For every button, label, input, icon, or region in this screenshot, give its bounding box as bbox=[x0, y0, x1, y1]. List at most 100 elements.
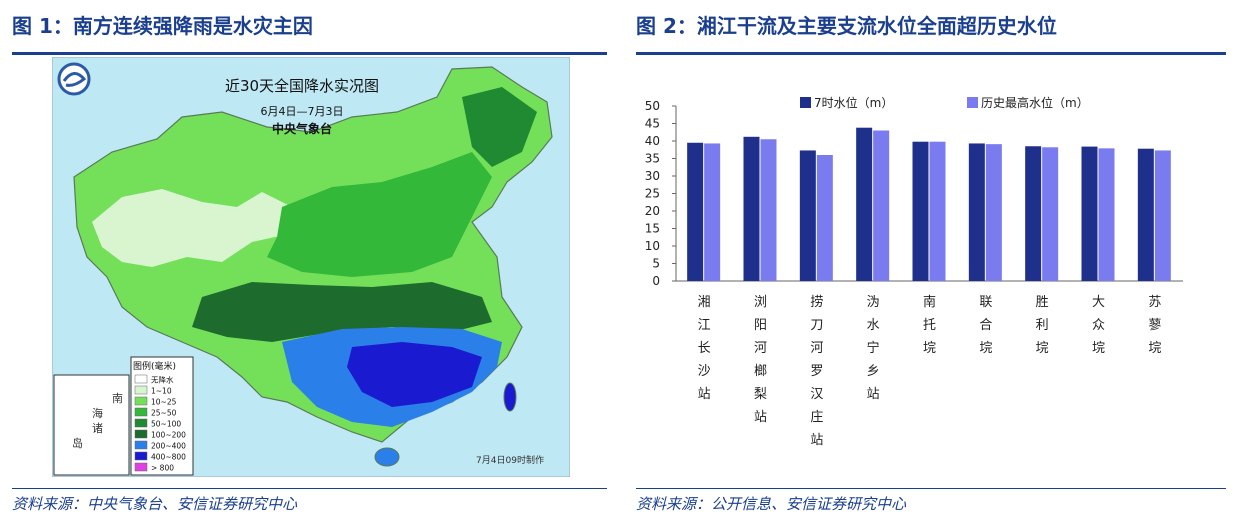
legend-label: 100~200 bbox=[151, 431, 186, 440]
x-category-label: 垸 bbox=[1036, 341, 1049, 356]
legend-swatch bbox=[134, 418, 148, 428]
precipitation-map: 近30天全国降水实况图 6月4日—7月3日 中央气象台 南 海 诸 岛 图例(毫… bbox=[51, 56, 571, 478]
legend-swatch bbox=[134, 407, 148, 417]
x-category-label: 南 bbox=[923, 294, 936, 310]
chart-legend-swatch bbox=[967, 97, 978, 108]
y-tick-label: 15 bbox=[645, 222, 660, 236]
figure-2-top-rule bbox=[636, 52, 1226, 55]
x-category-label: 大 bbox=[1092, 295, 1105, 310]
south-extreme-region bbox=[347, 342, 482, 407]
y-tick-label: 50 bbox=[645, 99, 660, 113]
figure-2-bottom-rule bbox=[636, 488, 1226, 489]
figure-1-top-rule bbox=[12, 52, 607, 55]
legend-label: > 800 bbox=[151, 464, 174, 473]
low-precip-region bbox=[92, 189, 292, 267]
bar-historic-max bbox=[704, 143, 721, 281]
bar-7am-level bbox=[743, 136, 760, 281]
figure-1-title: 图 1：南方连续强降雨是水灾主因 bbox=[12, 14, 313, 38]
y-tick-label: 40 bbox=[645, 134, 660, 148]
x-category-label: 利 bbox=[1036, 318, 1049, 333]
chart-legend-swatch bbox=[800, 97, 811, 108]
y-tick-label: 0 bbox=[652, 274, 660, 288]
x-category-label: 垸 bbox=[1148, 341, 1161, 356]
y-tick-label: 5 bbox=[652, 257, 660, 271]
legend-swatch bbox=[134, 462, 148, 472]
x-category-label: 沙 bbox=[698, 364, 711, 379]
x-category-label: 罗 bbox=[810, 364, 823, 379]
x-category-label: 沩 bbox=[867, 295, 880, 310]
water-level-chart-svg: 05101520253035404550湘江长沙站浏阳河榔梨站捞刀河罗汉庄站沩水… bbox=[645, 95, 1183, 448]
legend-swatch bbox=[134, 396, 148, 406]
inset-label: 南 bbox=[112, 392, 123, 405]
y-tick-label: 20 bbox=[645, 204, 660, 218]
legend-swatch bbox=[134, 451, 148, 461]
x-category-label: 河 bbox=[810, 341, 823, 356]
taiwan-island bbox=[503, 382, 517, 412]
moderate-precip-region bbox=[267, 152, 492, 277]
x-category-label: 捞 bbox=[810, 294, 823, 310]
x-category-label: 垸 bbox=[923, 341, 936, 356]
legend-label: 1~10 bbox=[151, 387, 172, 396]
bar-historic-max bbox=[816, 155, 833, 281]
chart-legend-label: 历史最高水位（m） bbox=[981, 95, 1089, 110]
legend-label: 无降水 bbox=[151, 375, 174, 385]
legend-swatch bbox=[134, 374, 148, 384]
x-category-label: 苏 bbox=[1148, 294, 1161, 310]
x-category-label: 浏 bbox=[754, 294, 767, 310]
x-category-label: 垸 bbox=[979, 341, 992, 356]
bar-7am-level bbox=[968, 143, 985, 281]
figure-2-source: 资料来源：公开信息、安信证券研究中心 bbox=[636, 495, 907, 513]
x-category-label: 站 bbox=[867, 387, 880, 402]
x-category-label: 长 bbox=[698, 341, 711, 356]
bar-historic-max bbox=[1042, 147, 1059, 281]
x-category-label: 联 bbox=[979, 295, 992, 310]
map-agency: 中央气象台 bbox=[272, 121, 332, 136]
legend-label: 200~400 bbox=[151, 442, 186, 451]
x-category-label: 站 bbox=[810, 433, 823, 448]
legend-title: 图例(毫米) bbox=[133, 360, 176, 372]
bar-7am-level bbox=[912, 141, 929, 281]
central-heavy-region bbox=[192, 282, 492, 342]
bar-historic-max bbox=[760, 139, 777, 281]
bar-historic-max bbox=[1098, 148, 1115, 281]
northeast-wet-region bbox=[462, 87, 537, 167]
bar-7am-level bbox=[856, 127, 873, 281]
x-category-label: 蓼 bbox=[1148, 318, 1161, 333]
x-category-label: 合 bbox=[979, 318, 992, 333]
legend-label: 400~800 bbox=[151, 453, 186, 462]
bar-7am-level bbox=[1137, 148, 1154, 281]
inset-label: 诸 bbox=[92, 422, 103, 435]
figure-2-title: 图 2：湘江干流及主要支流水位全面超历史水位 bbox=[636, 14, 1057, 38]
legend-swatch bbox=[134, 385, 148, 395]
x-category-label: 庄 bbox=[810, 409, 823, 425]
bar-7am-level bbox=[799, 150, 816, 281]
bar-7am-level bbox=[687, 142, 704, 281]
legend-label: 25~50 bbox=[151, 409, 177, 418]
figure-1-bottom-rule bbox=[12, 488, 607, 489]
bar-7am-level bbox=[1025, 146, 1042, 281]
bar-7am-level bbox=[1081, 146, 1098, 281]
bar-historic-max bbox=[1154, 150, 1171, 281]
x-category-label: 汉 bbox=[810, 387, 823, 402]
legend-label: 50~100 bbox=[151, 420, 181, 429]
x-category-label: 站 bbox=[698, 387, 711, 402]
hainan-island bbox=[374, 447, 400, 467]
x-category-label: 湘 bbox=[698, 295, 711, 310]
x-category-label: 站 bbox=[754, 410, 767, 425]
legend-label: 10~25 bbox=[151, 398, 177, 407]
bar-historic-max bbox=[873, 130, 890, 281]
map-footer: 7月4日09时制作 bbox=[476, 454, 544, 466]
legend-swatch bbox=[134, 429, 148, 439]
chart-legend-label: 7时水位（m） bbox=[814, 95, 893, 110]
x-category-label: 水 bbox=[867, 318, 880, 333]
y-tick-label: 45 bbox=[645, 117, 660, 131]
inset-label: 岛 bbox=[72, 436, 83, 450]
map-date-range: 6月4日—7月3日 bbox=[261, 105, 344, 118]
x-category-label: 榔 bbox=[754, 364, 767, 379]
x-category-label: 乡 bbox=[867, 364, 880, 379]
figure-1-source: 资料来源：中央气象台、安信证券研究中心 bbox=[12, 495, 298, 513]
x-category-label: 刀 bbox=[810, 318, 823, 333]
x-category-label: 河 bbox=[754, 341, 767, 356]
bar-historic-max bbox=[929, 141, 946, 281]
south-china-sea-inset: 南 海 诸 岛 bbox=[53, 374, 130, 476]
